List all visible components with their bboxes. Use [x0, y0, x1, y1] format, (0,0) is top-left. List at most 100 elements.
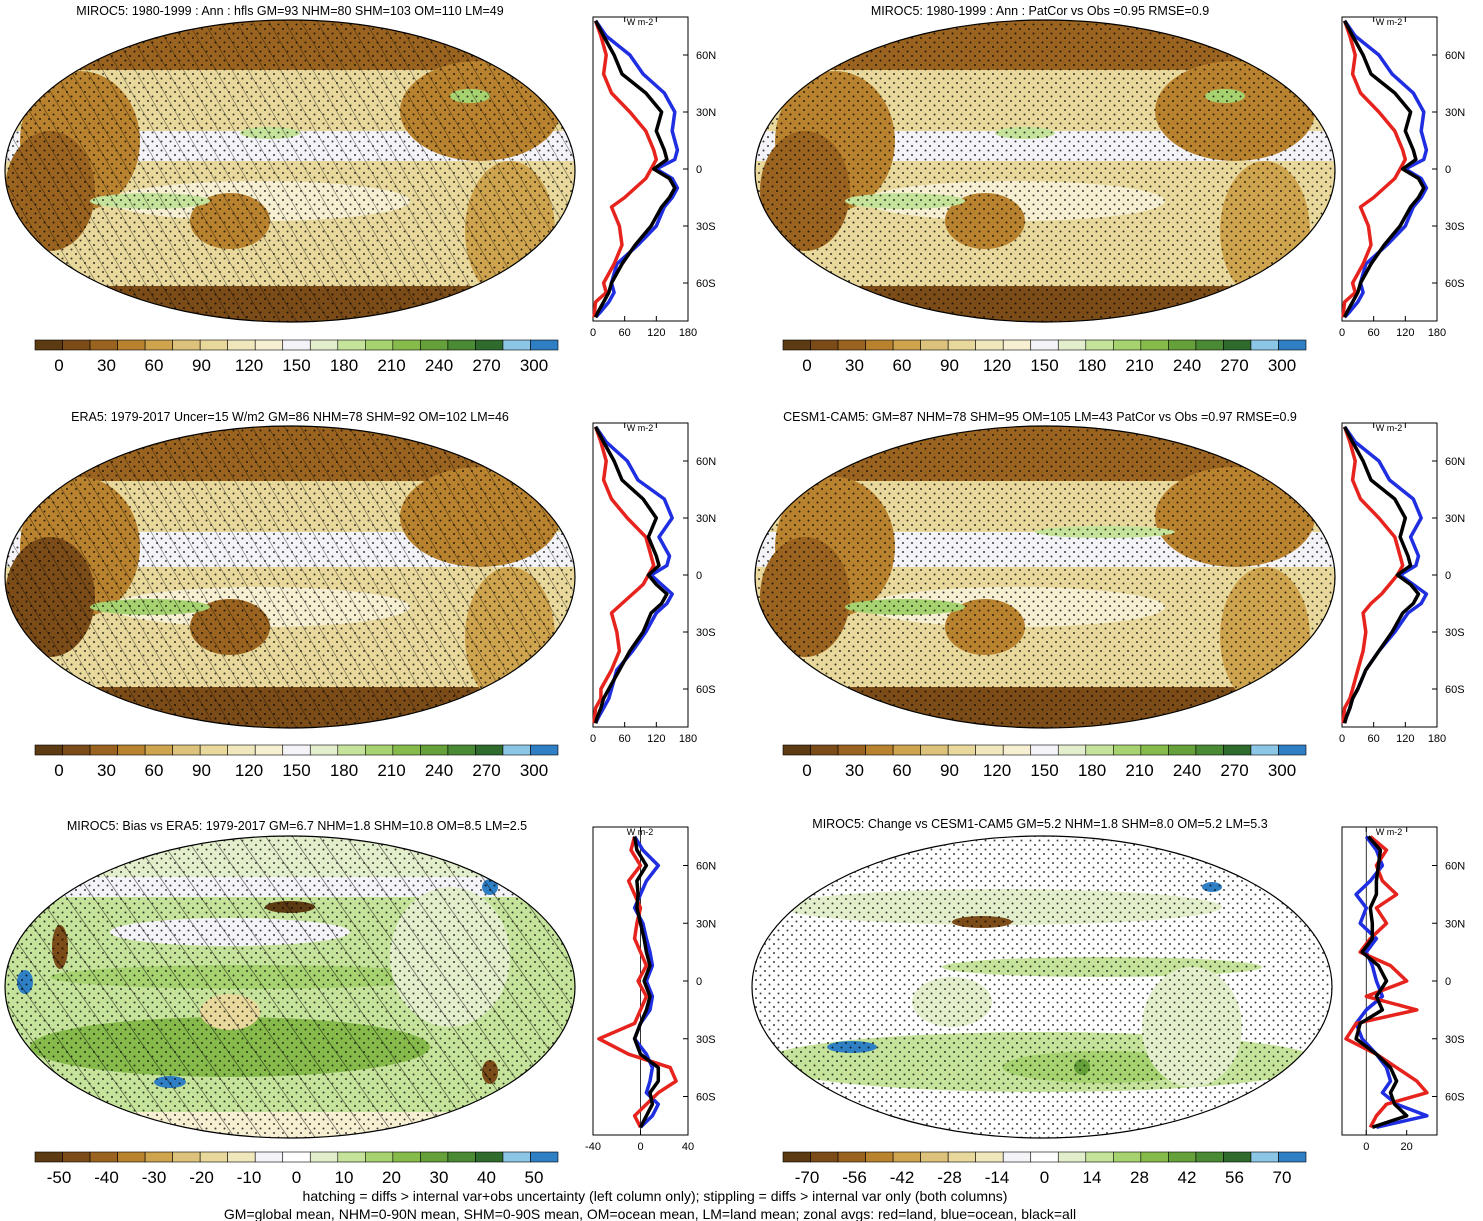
colorbar-swatch	[782, 1151, 811, 1163]
map-0	[4, 19, 576, 323]
colorbar-label: 60	[145, 761, 164, 780]
colorbar-label: 0	[54, 761, 63, 780]
zonal-unit: W m-2	[627, 17, 654, 27]
colorbar-label: -70	[795, 1168, 820, 1187]
colorbar-swatch	[199, 1151, 228, 1163]
zonal-ytick-label: 30N	[1445, 107, 1465, 119]
panel-4: MIROC5: Bias vs ERA5: 1979-2017 GM=6.7 N…	[4, 819, 716, 1187]
panel-2: ERA5: 1979-2017 Uncer=15 W/m2 GM=86 NHM=…	[4, 410, 716, 780]
colorbar-label: -14	[985, 1168, 1010, 1187]
colorbar-swatch	[199, 339, 228, 351]
colorbar-swatch	[530, 339, 559, 351]
colorbar-swatch	[282, 744, 311, 756]
colorbar-label: 10	[335, 1168, 354, 1187]
zonal-ytick-label: 60S	[696, 684, 716, 696]
colorbar-swatch	[865, 744, 894, 756]
footer-line-1: hatching = diffs > internal var+obs unce…	[303, 1188, 1008, 1204]
colorbar-swatch	[282, 1151, 311, 1163]
colorbar-swatch	[1278, 1151, 1307, 1163]
zonal-ytick-label: 30S	[696, 627, 716, 639]
colorbar-label: 300	[1268, 761, 1296, 780]
colorbar-swatch	[365, 744, 394, 756]
colorbar-label: 14	[1083, 1168, 1102, 1187]
colorbar-swatch	[1085, 1151, 1114, 1163]
zonal-series-line	[594, 425, 674, 724]
colorbar-label: 150	[282, 356, 310, 375]
zonal-xtick-label: 60	[619, 327, 631, 339]
colorbar-swatch	[1002, 339, 1032, 351]
zonal-series-line	[597, 836, 678, 1129]
colorbar-swatch	[117, 1151, 146, 1163]
zonal-ytick-label: 60S	[696, 1092, 716, 1104]
zonal-ytick-label: 30S	[1445, 627, 1465, 639]
colorbar-swatch	[475, 1151, 504, 1163]
colorbar-swatch	[89, 744, 118, 756]
colorbar-label: -42	[890, 1168, 915, 1187]
colorbar-swatch	[975, 339, 1004, 351]
colorbar-label: 90	[940, 356, 959, 375]
colorbar-0: 0 30 60 90 120 150 180 210 240 270 300	[34, 339, 559, 375]
zonal-ytick-label: 30S	[696, 221, 716, 233]
colorbar-label: 210	[377, 356, 405, 375]
colorbar-label: 30	[97, 761, 116, 780]
colorbar-label: 270	[1220, 761, 1248, 780]
colorbar-swatch	[1057, 744, 1087, 756]
zonal-xtick-label: 0	[1363, 1141, 1369, 1153]
zonal-series-line	[1354, 835, 1409, 1129]
zonal-unit: W m-2	[1376, 17, 1403, 27]
zonal-ytick-label: 0	[1445, 164, 1451, 176]
panel-5: MIROC5: Change vs CESM1-CAM5 GM=5.2 NHM=…	[751, 817, 1465, 1187]
colorbar-swatch	[172, 744, 201, 756]
colorbar-swatch	[1085, 744, 1114, 756]
colorbar-swatch	[1278, 339, 1307, 351]
colorbar-label: -10	[237, 1168, 262, 1187]
zonal-unit: W m-2	[1376, 423, 1403, 433]
colorbar-label: 270	[472, 356, 500, 375]
colorbar-swatch	[810, 1151, 839, 1163]
colorbar-label: 0	[1040, 1168, 1049, 1187]
colorbar-swatch	[837, 744, 866, 756]
map-1	[754, 19, 1336, 323]
zonal-plot-3: W m-2 60N 30N 0 30S 60S 0 60 120 180	[1339, 422, 1465, 745]
colorbar-label: 60	[893, 356, 912, 375]
colorbar-swatch	[502, 1151, 531, 1163]
zonal-ytick-label: 30N	[696, 107, 716, 119]
colorbar-swatch	[1250, 339, 1279, 351]
colorbar-swatch	[365, 1151, 394, 1163]
zonal-series-line	[632, 836, 661, 1129]
colorbar-label: 120	[235, 761, 263, 780]
zonal-ytick-label: 60N	[696, 456, 716, 468]
colorbar-swatch	[1113, 744, 1142, 756]
colorbar-swatch	[947, 339, 976, 351]
colorbar-swatch	[144, 339, 173, 351]
colorbar-2: 0 30 60 90 120 150 180 210 240 270 300	[34, 744, 559, 780]
colorbar-swatch	[920, 744, 949, 756]
panel-title: MIROC5: 1980-1999 : Ann : PatCor vs Obs …	[871, 4, 1209, 18]
zonal-ytick-label: 0	[696, 976, 702, 988]
map-4	[4, 835, 576, 1139]
zonal-series-line	[592, 426, 656, 724]
zonal-ytick-label: 30S	[696, 1034, 716, 1046]
zonal-xtick-label: 0	[1339, 733, 1345, 745]
zonal-ytick-label: 30S	[1445, 221, 1465, 233]
zonal-ytick-label: 60S	[696, 278, 716, 290]
zonal-series-line	[593, 425, 669, 724]
colorbar-3: 0 30 60 90 120 150 180 210 240 270 300	[782, 744, 1307, 780]
colorbar-swatch	[309, 1151, 339, 1163]
colorbar-label: 40	[477, 1168, 496, 1187]
zonal-xtick-label: 0	[590, 733, 596, 745]
panel-title: ERA5: 1979-2017 Uncer=15 W/m2 GM=86 NHM=…	[71, 410, 509, 424]
colorbar-swatch	[1113, 1151, 1142, 1163]
colorbar-label: 30	[430, 1168, 449, 1187]
colorbar-swatch	[420, 744, 449, 756]
zonal-ytick-label: 30S	[1445, 1034, 1465, 1046]
colorbar-swatch	[144, 1151, 173, 1163]
colorbar-label: -50	[47, 1168, 72, 1187]
colorbar-swatch	[282, 339, 311, 351]
zonal-xtick-label: 180	[679, 327, 697, 339]
colorbar-label: 150	[1030, 356, 1058, 375]
colorbar-swatch	[837, 1151, 866, 1163]
colorbar-swatch	[1223, 744, 1252, 756]
colorbar-swatch	[420, 1151, 449, 1163]
